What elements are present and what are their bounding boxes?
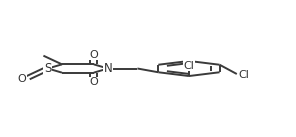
Text: O: O: [89, 50, 98, 60]
Text: N: N: [104, 62, 112, 75]
Text: Cl: Cl: [184, 61, 194, 71]
Text: S: S: [44, 62, 52, 75]
Text: O: O: [89, 77, 98, 87]
Text: O: O: [17, 75, 26, 85]
Text: Cl: Cl: [239, 70, 250, 80]
